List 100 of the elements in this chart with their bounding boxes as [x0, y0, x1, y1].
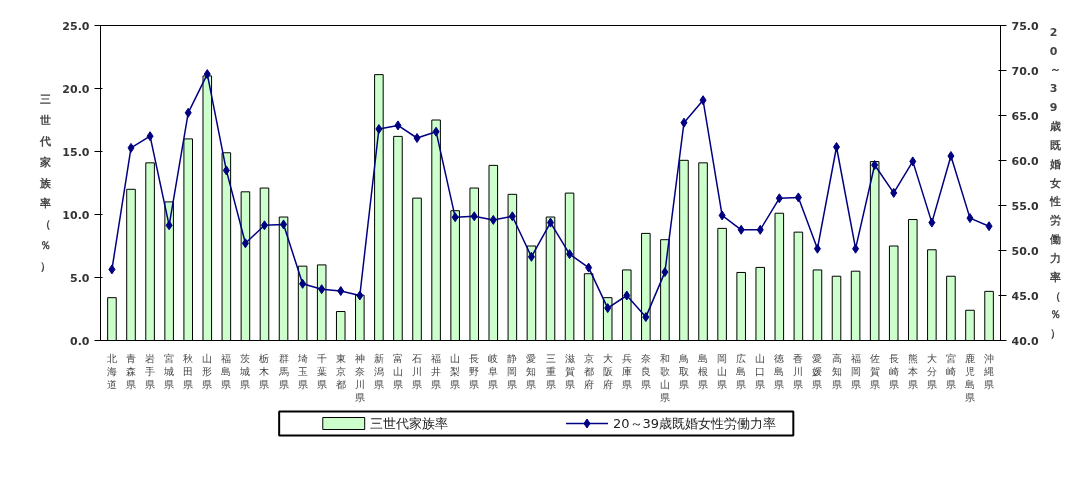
point — [127, 142, 135, 153]
x-tick-label: 香川県 — [793, 352, 804, 390]
point — [394, 120, 402, 131]
x-tick-label: 和歌山県 — [659, 352, 670, 404]
point — [432, 126, 440, 137]
y2-tick-label: 65.0 — [1011, 109, 1039, 123]
point — [508, 211, 516, 222]
point — [947, 151, 955, 161]
point — [585, 262, 593, 273]
x-tick-label: 山梨県 — [450, 352, 461, 390]
x-tick-label: 神奈川県 — [354, 352, 365, 404]
point — [184, 107, 192, 118]
point — [280, 219, 288, 230]
point — [566, 249, 574, 260]
y2-tick-label: 50.0 — [1011, 244, 1039, 258]
point — [718, 210, 726, 221]
y2-tick-label: 45.0 — [1011, 289, 1039, 303]
point — [451, 212, 459, 223]
y2-tick-label: 70.0 — [1011, 64, 1039, 78]
x-tick-label: 石川県 — [412, 352, 423, 390]
y-tick-label: 0.0 — [70, 334, 90, 348]
point — [642, 312, 650, 323]
point — [222, 165, 230, 176]
x-tick-label: 北海道 — [106, 352, 117, 390]
x-tick-label: 大分県 — [926, 352, 937, 390]
point — [413, 133, 421, 143]
x-tick-label: 岐阜県 — [488, 352, 499, 390]
x-tick-label: 高知県 — [831, 352, 842, 390]
x-tick-label: 栃木県 — [259, 352, 270, 390]
x-tick-label: 島根県 — [698, 352, 709, 390]
x-tick-label: 青森県 — [126, 352, 137, 390]
x-tick-label: 静岡県 — [507, 352, 518, 390]
point — [985, 221, 993, 232]
x-tick-label: 茨城県 — [239, 352, 251, 390]
y2-tick-label: 75.0 — [1011, 19, 1039, 33]
point — [527, 251, 535, 262]
point — [623, 290, 631, 301]
point — [337, 286, 345, 296]
x-tick-label: 長野県 — [469, 352, 480, 390]
point — [699, 95, 707, 106]
x-tick-label: 鹿児島県 — [964, 352, 975, 404]
y-tick-label: 25.0 — [62, 19, 90, 33]
x-tick-label: 山形県 — [202, 352, 213, 390]
point — [146, 131, 154, 142]
y2-tick-label: 55.0 — [1011, 199, 1039, 213]
y2-tick-label: 40.0 — [1011, 334, 1039, 348]
text: 三世代家族率（％） — [40, 93, 52, 273]
point — [966, 213, 974, 224]
x-tick-label: 三重県 — [545, 352, 556, 390]
point — [661, 267, 669, 278]
x-tick-label: 福岡県 — [850, 352, 861, 390]
point — [852, 243, 860, 254]
point — [165, 220, 173, 231]
y-tick-label: 20.0 — [62, 82, 90, 96]
x-tick-label: 広島県 — [736, 352, 747, 390]
x-tick-label: 埼玉県 — [296, 352, 308, 390]
point — [108, 264, 116, 275]
legend-label: 20～39歳既婚女性労働力率 — [612, 416, 777, 431]
x-tick-label: 新潟県 — [373, 352, 384, 390]
point — [203, 69, 211, 80]
x-tick-label: 宮崎県 — [945, 352, 956, 390]
point — [604, 303, 612, 314]
y-tick-label: 10.0 — [62, 208, 90, 222]
point — [756, 224, 764, 235]
x-tick-label: 愛媛県 — [812, 352, 823, 390]
point — [775, 193, 783, 204]
y2-tick-label: 60.0 — [1011, 154, 1039, 168]
x-tick-label: 熊本県 — [907, 352, 918, 390]
x-tick-label: 福島県 — [221, 352, 232, 390]
point — [871, 160, 879, 170]
point — [680, 117, 688, 128]
point — [909, 156, 917, 167]
x-tick-label: 大阪府 — [602, 352, 613, 390]
x-tick-label: 福井県 — [431, 352, 442, 390]
point — [833, 142, 841, 152]
y-tick-label: 15.0 — [62, 145, 90, 159]
point — [260, 220, 268, 231]
x-tick-label: 奈良県 — [640, 352, 651, 390]
x-tick-label: 京都府 — [583, 352, 594, 390]
x-tick-label: 徳島県 — [774, 352, 785, 390]
point — [489, 214, 497, 225]
text: 20～39歳既婚女性労働力率（％） — [1049, 25, 1061, 341]
x-tick-label: 岡山県 — [717, 352, 728, 390]
x-tick-label: 富山県 — [392, 352, 403, 390]
point — [299, 278, 307, 289]
point — [470, 211, 478, 222]
legend-label: 三世代家族率 — [369, 416, 448, 431]
point — [813, 243, 821, 254]
x-tick-label: 鳥取県 — [677, 352, 689, 390]
x-tick-label: 千葉県 — [316, 352, 327, 390]
x-tick-label: 長崎県 — [888, 352, 899, 390]
x-tick-label: 東京都 — [335, 352, 346, 390]
x-tick-label: 宮城県 — [163, 352, 175, 390]
x-tick-label: 岩手県 — [145, 352, 156, 390]
point — [356, 290, 364, 301]
point — [928, 217, 936, 228]
point — [375, 124, 383, 134]
point — [241, 238, 249, 249]
point — [737, 224, 745, 235]
x-tick-label: 兵庫県 — [621, 352, 632, 390]
